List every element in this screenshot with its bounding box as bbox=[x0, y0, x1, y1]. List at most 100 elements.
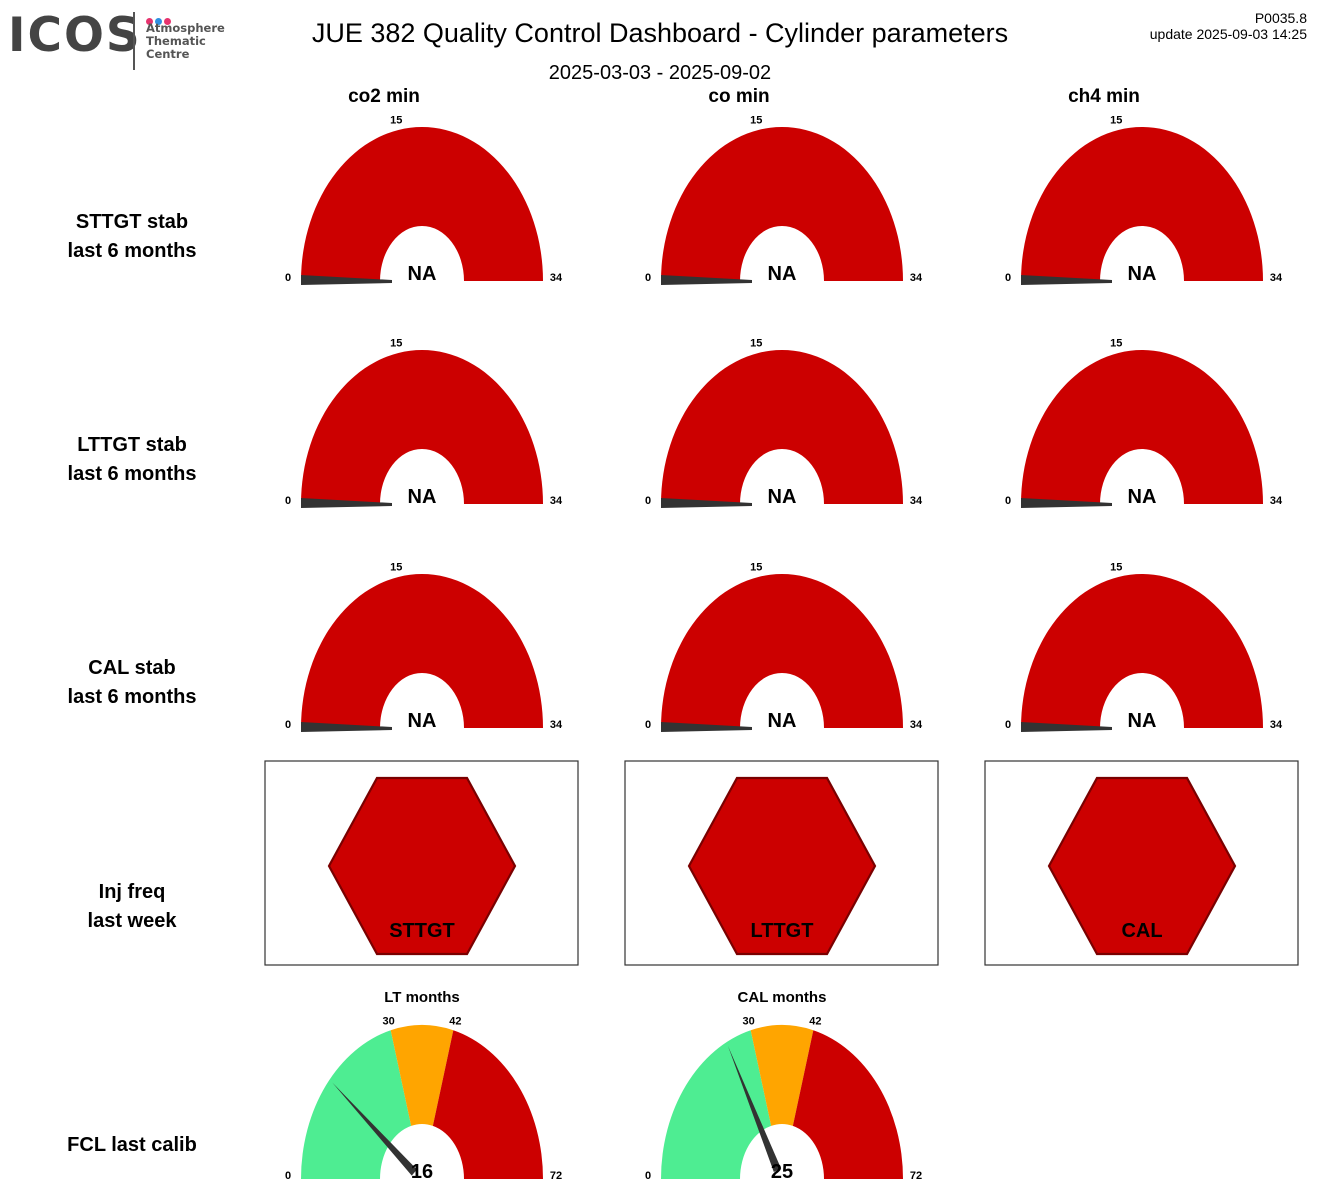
gauge-tick-min: 0 bbox=[285, 272, 291, 284]
gauge-needle bbox=[301, 275, 392, 285]
page-title: JUE 382 Quality Control Dashboard - Cyli… bbox=[0, 18, 1320, 49]
gauge-band bbox=[661, 127, 903, 281]
logo-dot bbox=[155, 18, 162, 25]
gauge-band bbox=[661, 1030, 772, 1179]
gauge-needle bbox=[301, 498, 392, 508]
row-label-fcl: FCL last calib bbox=[0, 1131, 264, 1160]
gauge-title: CAL months bbox=[738, 989, 827, 1006]
row-label-line: last 6 months bbox=[67, 240, 197, 262]
gauge-band bbox=[301, 574, 543, 728]
gauge-needle bbox=[301, 722, 392, 732]
corner-info: P0035.8 update 2025-09-03 14:25 bbox=[1150, 10, 1307, 42]
gauge-value: NA bbox=[408, 263, 437, 285]
status-hexagon bbox=[327, 776, 517, 956]
gauge-band bbox=[792, 1030, 903, 1179]
gauge-tick-threshold: 15 bbox=[750, 115, 762, 127]
gauge-tick-threshold: 15 bbox=[390, 115, 402, 127]
gauge-tick-min: 0 bbox=[645, 1170, 651, 1182]
row-label-inj-freq: Inj freq last week bbox=[0, 878, 264, 936]
row-label-line: LTTGT stab bbox=[77, 434, 187, 456]
gauge-band bbox=[661, 574, 903, 728]
gauge-tick-max: 34 bbox=[1270, 272, 1283, 284]
gauge-value: NA bbox=[1128, 263, 1157, 285]
logo-divider bbox=[133, 12, 135, 70]
page-title-text: JUE 382 Quality Control Dashboard - Cyli… bbox=[311, 18, 1009, 48]
gauge-tick-min: 0 bbox=[645, 495, 651, 507]
row-label-line: CAL stab bbox=[88, 657, 176, 679]
gauge-value: NA bbox=[768, 486, 797, 508]
gauge-band bbox=[301, 127, 543, 281]
row-label-line: Inj freq bbox=[98, 881, 166, 903]
hexagon-label: LTTGT bbox=[751, 920, 814, 942]
gauge-needle bbox=[661, 498, 752, 508]
gauge-needle bbox=[727, 1045, 781, 1172]
gauge-tick-max: 34 bbox=[550, 495, 563, 507]
gauge-tick-max: 34 bbox=[1270, 719, 1283, 731]
row-label-line: FCL last calib bbox=[67, 1134, 197, 1156]
gauge-band bbox=[301, 350, 543, 504]
gauge-tick-threshold: 15 bbox=[390, 338, 402, 350]
gauge-value: NA bbox=[768, 263, 797, 285]
row-label-line: last week bbox=[87, 910, 177, 932]
gauge-band bbox=[750, 1025, 814, 1126]
gauge-needle bbox=[332, 1082, 417, 1176]
column-header-ch4: ch4 min bbox=[1068, 86, 1140, 107]
gauge-band bbox=[1021, 350, 1263, 504]
gauge-tick-max: 34 bbox=[910, 719, 923, 731]
logo-text: Atmosphere Thematic Centre bbox=[146, 22, 225, 61]
logo-line: Atmosphere bbox=[146, 21, 225, 35]
gauge-tick-threshold: 15 bbox=[1110, 562, 1122, 574]
gauge-tick-min: 0 bbox=[285, 719, 291, 731]
gauge-tick-max: 34 bbox=[550, 719, 563, 731]
gauge-tick-threshold: 15 bbox=[750, 562, 762, 574]
gauge-tick-threshold: 15 bbox=[390, 562, 402, 574]
status-hexagon bbox=[1047, 776, 1237, 956]
row-label-sttgt: STTGT stab last 6 months bbox=[0, 208, 264, 266]
gauge-band bbox=[301, 1030, 412, 1179]
gauge-band bbox=[1021, 574, 1263, 728]
gauge-needle bbox=[1021, 275, 1112, 285]
gauge-needle bbox=[661, 275, 752, 285]
gauge-tick-threshold: 42 bbox=[449, 1015, 461, 1027]
gauge-tick-max: 34 bbox=[910, 272, 923, 284]
hexagon-label: STTGT bbox=[389, 920, 455, 942]
logo-dot bbox=[146, 18, 153, 25]
gauge-needle bbox=[661, 722, 752, 732]
gauge-tick-max: 34 bbox=[1270, 495, 1283, 507]
gauge-tick-min: 0 bbox=[1005, 272, 1011, 284]
gauge-tick-threshold: 30 bbox=[742, 1015, 754, 1027]
gauge-band bbox=[661, 350, 903, 504]
gauge-tick-threshold: 15 bbox=[750, 338, 762, 350]
gauge-tick-min: 0 bbox=[645, 272, 651, 284]
hexagon-label: CAL bbox=[1121, 920, 1162, 942]
gauge-value: NA bbox=[408, 486, 437, 508]
gauge-tick-threshold: 42 bbox=[809, 1015, 821, 1027]
row-label-lttgt: LTTGT stab last 6 months bbox=[0, 431, 264, 489]
gauge-tick-max: 34 bbox=[910, 495, 923, 507]
logo-line: Thematic bbox=[146, 34, 206, 48]
gauge-tick-min: 0 bbox=[1005, 719, 1011, 731]
gauge-band bbox=[390, 1025, 454, 1126]
row-label-line: last 6 months bbox=[67, 686, 197, 708]
column-header-co2: co2 min bbox=[348, 86, 420, 107]
column-header-co: co min bbox=[708, 86, 770, 107]
report-code: P0035.8 bbox=[1254, 10, 1307, 26]
gauge-band bbox=[1021, 127, 1263, 281]
gauge-tick-min: 0 bbox=[285, 1170, 291, 1182]
gauge-tick-min: 0 bbox=[285, 495, 291, 507]
status-hexagon bbox=[687, 776, 877, 956]
gauge-needle bbox=[1021, 722, 1112, 732]
gauge-value: 25 bbox=[771, 1161, 793, 1183]
gauge-value: NA bbox=[1128, 486, 1157, 508]
row-label-line: STTGT stab bbox=[75, 211, 189, 233]
gauge-tick-max: 72 bbox=[550, 1170, 562, 1182]
update-timestamp: update 2025-09-03 14:25 bbox=[1149, 26, 1307, 42]
gauge-tick-max: 34 bbox=[550, 272, 563, 284]
gauge-tick-threshold: 30 bbox=[382, 1015, 394, 1027]
gauge-tick-threshold: 15 bbox=[1110, 338, 1122, 350]
gauge-title: LT months bbox=[384, 989, 460, 1006]
gauge-value: NA bbox=[1128, 710, 1157, 732]
date-range: 2025-03-03 - 2025-09-02 bbox=[548, 62, 772, 84]
gauge-needle bbox=[1021, 498, 1112, 508]
